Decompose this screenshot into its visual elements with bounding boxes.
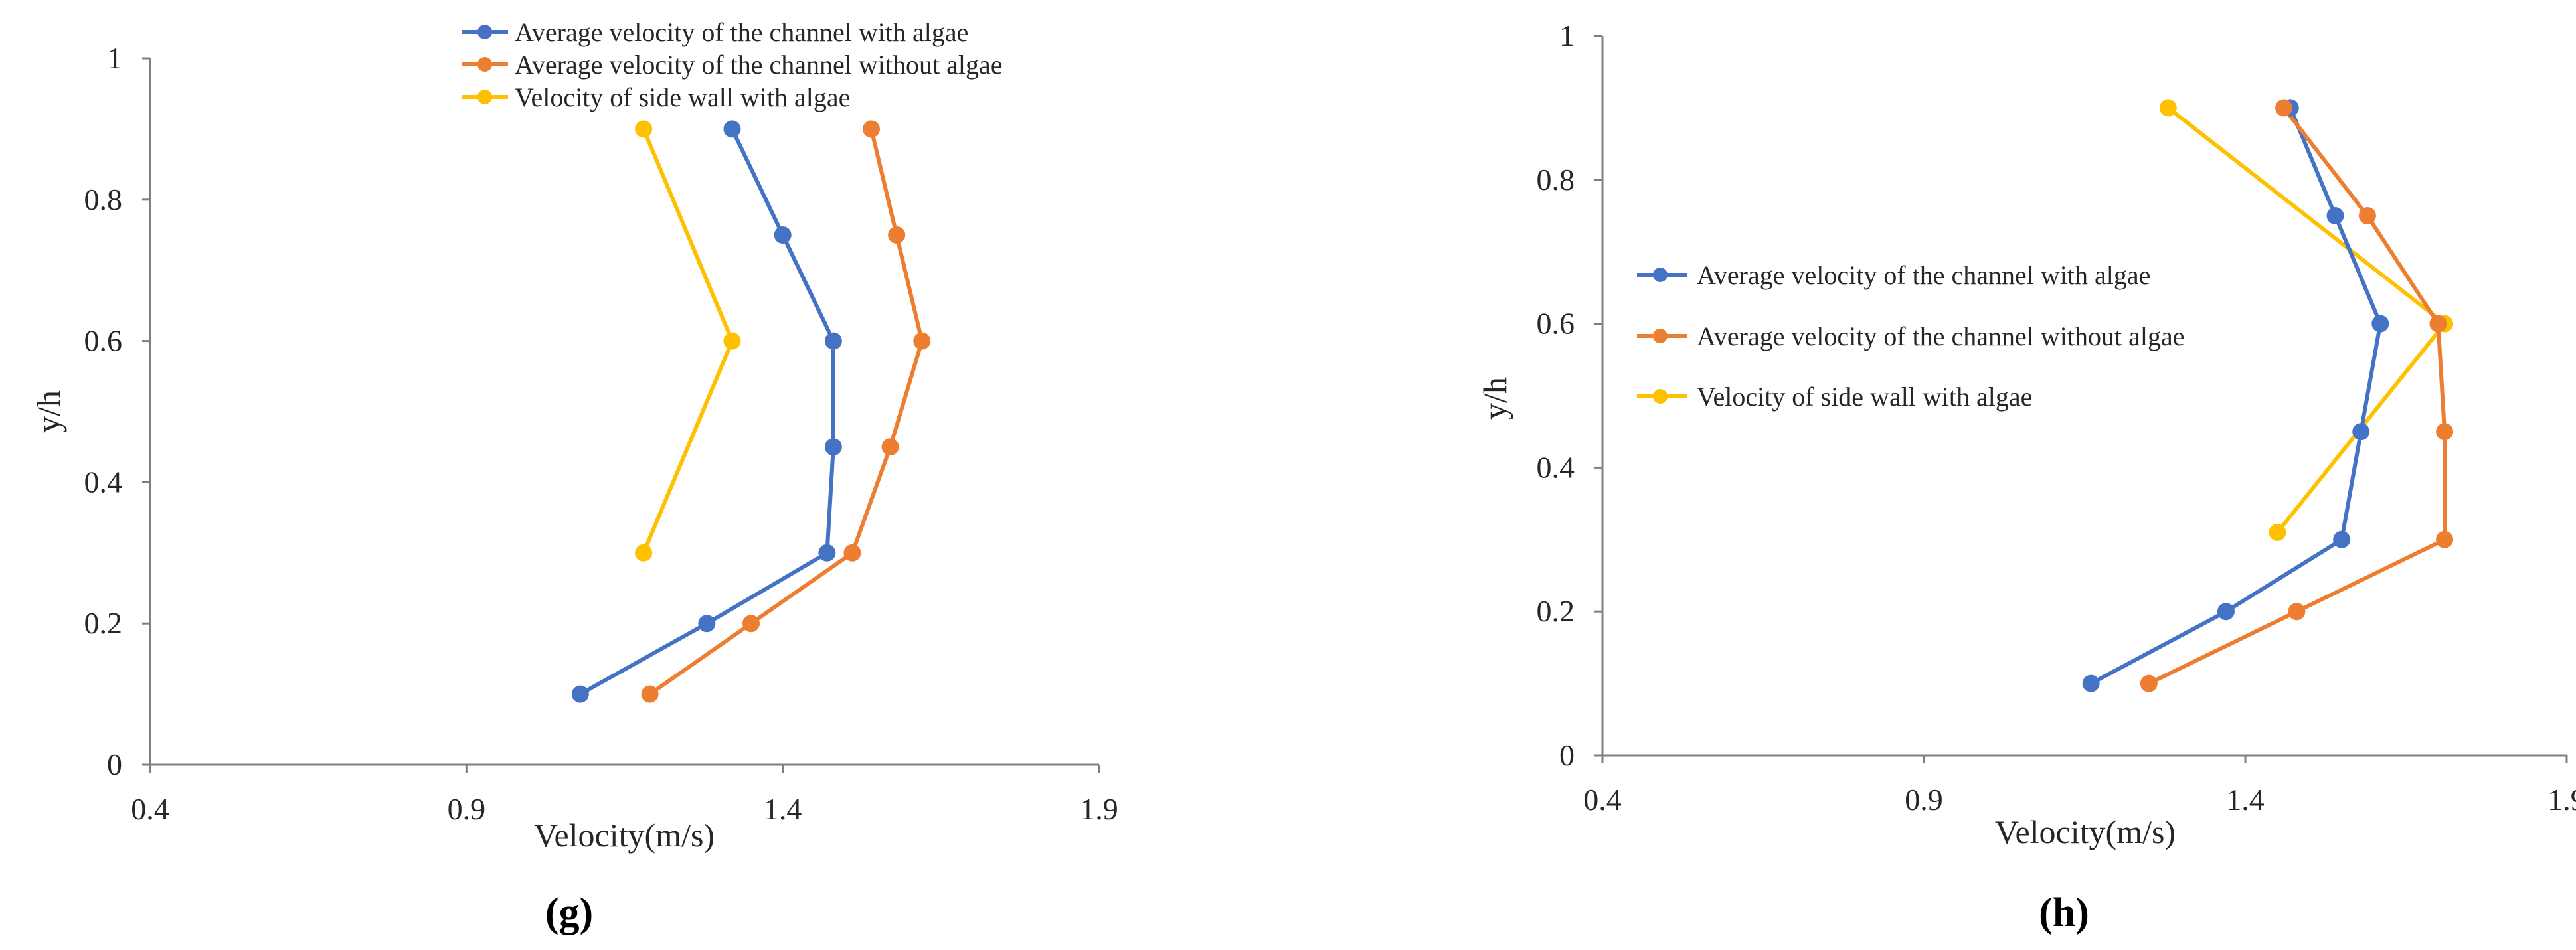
data-point-s0-0 bbox=[571, 685, 589, 703]
data-point-s0-6 bbox=[723, 120, 741, 138]
data-point-s0-5 bbox=[774, 226, 792, 244]
y-tick-label: 0.6 bbox=[84, 324, 123, 358]
legend-swatch-marker bbox=[477, 90, 492, 104]
legend-label-without-algae: Average velocity of the channel without … bbox=[515, 50, 1003, 80]
legend-label-side-wall: Velocity of side wall with algae bbox=[1697, 382, 2032, 412]
data-point-s1-4 bbox=[913, 332, 931, 350]
data-point-s1-4 bbox=[2429, 315, 2447, 333]
data-point-s1-1 bbox=[2288, 603, 2306, 621]
data-point-s1-0 bbox=[2140, 674, 2158, 692]
x-tick-label: 1.9 bbox=[1080, 792, 1118, 826]
y-tick-label: 1 bbox=[107, 41, 122, 75]
data-point-s1-2 bbox=[843, 544, 861, 562]
y-tick-label: 0 bbox=[107, 748, 122, 781]
legend-label-with-algae: Average velocity of the channel with alg… bbox=[1697, 260, 2150, 290]
x-tick-label: 0.9 bbox=[1905, 783, 1943, 817]
data-point-s1-0 bbox=[641, 685, 659, 703]
data-point-s0-4 bbox=[2371, 315, 2389, 333]
data-point-s1-6 bbox=[2275, 99, 2293, 117]
x-tick-label: 0.9 bbox=[448, 792, 486, 826]
x-tick-label: 1.9 bbox=[2547, 783, 2576, 817]
legend-swatch-marker bbox=[1653, 329, 1668, 343]
y-tick-label: 0.4 bbox=[84, 465, 123, 499]
series-lines bbox=[2090, 106, 2447, 686]
x-tick-label: 0.4 bbox=[1583, 783, 1622, 817]
figure-caption: (h) bbox=[2039, 890, 2089, 935]
y-tick-label: 1 bbox=[1559, 19, 1575, 52]
data-point-s1-3 bbox=[881, 438, 899, 456]
data-point-s0-3 bbox=[824, 438, 842, 456]
legend: Average velocity of the channel with alg… bbox=[462, 17, 1003, 112]
data-point-s0-3 bbox=[2352, 423, 2370, 441]
chart-h: 0.4 0.9 1.4 1.9 0 0.2 0.4 0.6 0.8 1 Velocity(m/s)… bbox=[1476, 19, 2576, 935]
axis-ticks: 0.4 0.9 1.4 1.9 0 0.2 0.4 0.6 0.8 1 bbox=[1537, 19, 2576, 817]
data-point-s1-5 bbox=[888, 226, 906, 244]
data-point-s0-5 bbox=[2326, 207, 2344, 224]
legend-swatch-marker bbox=[1653, 268, 1668, 282]
data-point-s2-2 bbox=[635, 120, 653, 138]
series-points bbox=[2082, 99, 2454, 692]
series-line-1 bbox=[2148, 106, 2447, 686]
y-tick-label: 0.8 bbox=[84, 183, 123, 216]
x-axis-label: Velocity(m/s) bbox=[1995, 813, 2176, 850]
data-point-s1-6 bbox=[863, 120, 881, 138]
series-lines bbox=[579, 128, 924, 696]
y-axis-label: y/h bbox=[1476, 377, 1513, 420]
series-line-2 bbox=[2166, 106, 2447, 534]
x-axis-label: Velocity(m/s) bbox=[534, 817, 715, 854]
data-point-s1-1 bbox=[742, 615, 760, 633]
x-tick-label: 0.4 bbox=[131, 792, 169, 826]
series-line-1 bbox=[648, 128, 924, 696]
axis-ticks: 0.4 0.9 1.4 1.9 0 0.2 0.4 0.6 0.8 1 bbox=[84, 41, 1118, 826]
legend-swatch-marker bbox=[477, 57, 492, 72]
legend-label-with-algae: Average velocity of the channel with alg… bbox=[515, 17, 968, 47]
data-point-s2-0 bbox=[2269, 523, 2286, 541]
data-point-s2-1 bbox=[723, 332, 741, 350]
data-point-s0-2 bbox=[818, 544, 836, 562]
chart-g: 0.4 0.9 1.4 1.9 0 0.2 0.4 0.6 0.8 1 Velocity(m/s)… bbox=[30, 17, 1118, 935]
series-points bbox=[571, 120, 931, 703]
legend-label-side-wall: Velocity of side wall with algae bbox=[515, 82, 850, 112]
figure-caption: (g) bbox=[545, 890, 593, 935]
y-tick-label: 0 bbox=[1559, 738, 1575, 772]
data-point-s2-0 bbox=[635, 544, 653, 562]
legend: Average velocity of the channel with alg… bbox=[1637, 260, 2185, 412]
x-tick-label: 1.4 bbox=[2226, 783, 2265, 817]
data-point-s1-2 bbox=[2436, 530, 2454, 548]
data-point-s0-4 bbox=[824, 332, 842, 350]
legend-swatch-marker bbox=[477, 25, 492, 39]
y-axis-label: y/h bbox=[30, 390, 67, 433]
data-point-s0-0 bbox=[2082, 674, 2100, 692]
y-tick-label: 0.6 bbox=[1537, 307, 1575, 341]
y-tick-label: 0.4 bbox=[1537, 450, 1575, 484]
y-tick-label: 0.2 bbox=[84, 606, 123, 640]
y-tick-label: 0.2 bbox=[1537, 594, 1575, 628]
legend-swatch-marker bbox=[1653, 389, 1668, 404]
data-point-s0-2 bbox=[2333, 530, 2351, 548]
series-line-0 bbox=[2090, 107, 2383, 686]
series-line-2 bbox=[642, 128, 734, 554]
y-tick-label: 0.8 bbox=[1537, 163, 1575, 197]
data-point-s0-1 bbox=[698, 615, 716, 633]
data-point-s0-1 bbox=[2217, 603, 2235, 621]
x-tick-label: 1.4 bbox=[764, 792, 802, 826]
series-line-0 bbox=[579, 128, 835, 696]
data-point-s2-2 bbox=[2159, 99, 2177, 117]
data-point-s1-3 bbox=[2436, 423, 2454, 441]
legend-label-without-algae: Average velocity of the channel without … bbox=[1697, 321, 2185, 351]
data-point-s1-5 bbox=[2358, 207, 2376, 224]
